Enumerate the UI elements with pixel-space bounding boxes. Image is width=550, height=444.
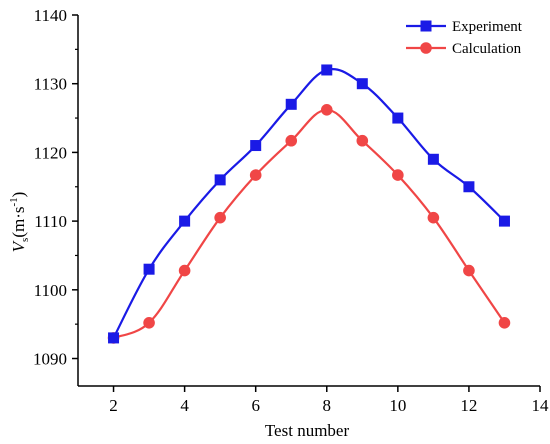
experiment-point <box>214 174 226 186</box>
x-tick-label: 6 <box>251 396 260 415</box>
calculation-point <box>427 211 440 224</box>
y-axis: 1090 1100 1110 1120 1130 1140 <box>33 6 78 369</box>
x-tick-label: 8 <box>323 396 332 415</box>
legend: Experiment Calculation <box>406 19 523 57</box>
x-tick-label: 4 <box>180 396 189 415</box>
calculation-point <box>463 264 475 277</box>
experiment-point <box>143 263 155 275</box>
calculation-legend-marker <box>420 42 432 54</box>
calculation-legend-label: Calculation <box>452 41 522 57</box>
experiment-point <box>108 332 120 344</box>
y-tick-label: 1130 <box>34 75 67 94</box>
y-tick-label: 1120 <box>34 143 67 162</box>
x-tick-label: 2 <box>109 396 118 415</box>
y-tick-label: 1110 <box>34 212 67 231</box>
experiment-point <box>250 140 262 152</box>
experiment-point <box>463 181 475 193</box>
series-layer <box>107 64 511 344</box>
experiment-legend-label: Experiment <box>452 19 523 35</box>
calculation-point <box>498 316 511 329</box>
experiment-series-line <box>112 68 506 339</box>
calculation-point <box>285 134 298 147</box>
calculation-point <box>178 264 191 277</box>
y-axis-title: Vs(m·s-1) <box>8 192 31 253</box>
calculation-point <box>249 169 262 181</box>
experiment-point <box>321 64 333 76</box>
y-axis-title-subscript: s <box>19 238 31 242</box>
calculation-point <box>392 169 404 181</box>
calculation-point <box>356 134 369 147</box>
experiment-point <box>356 78 368 90</box>
y-axis-title-unit-close: ) <box>9 192 28 198</box>
experiment-point <box>179 215 191 227</box>
y-tick-label: 1090 <box>33 350 67 369</box>
experiment-point <box>498 215 510 227</box>
y-axis-title-unit: (m·s <box>9 207 28 238</box>
x-axis: 2 4 6 8 10 12 14 <box>109 386 549 415</box>
experiment-point <box>392 112 404 124</box>
y-axis-title-unit-exponent: -1 <box>8 197 20 206</box>
x-tick-label: 12 <box>460 396 477 415</box>
calculation-point <box>320 104 333 116</box>
experiment-point <box>285 98 297 110</box>
plot-frame <box>77 15 540 387</box>
x-tick-label: 14 <box>532 396 550 415</box>
x-tick-label: 10 <box>389 396 406 415</box>
calculation-point <box>143 316 155 329</box>
y-tick-label: 1100 <box>34 281 67 300</box>
y-tick-label: 1140 <box>34 6 67 25</box>
experiment-legend-marker <box>420 20 432 32</box>
calculation-point <box>214 211 226 224</box>
x-axis-title: Test number <box>265 421 350 440</box>
calculation-series-line <box>113 108 506 339</box>
experiment-point <box>427 153 439 165</box>
y-axis-title-symbol: V <box>9 239 28 252</box>
